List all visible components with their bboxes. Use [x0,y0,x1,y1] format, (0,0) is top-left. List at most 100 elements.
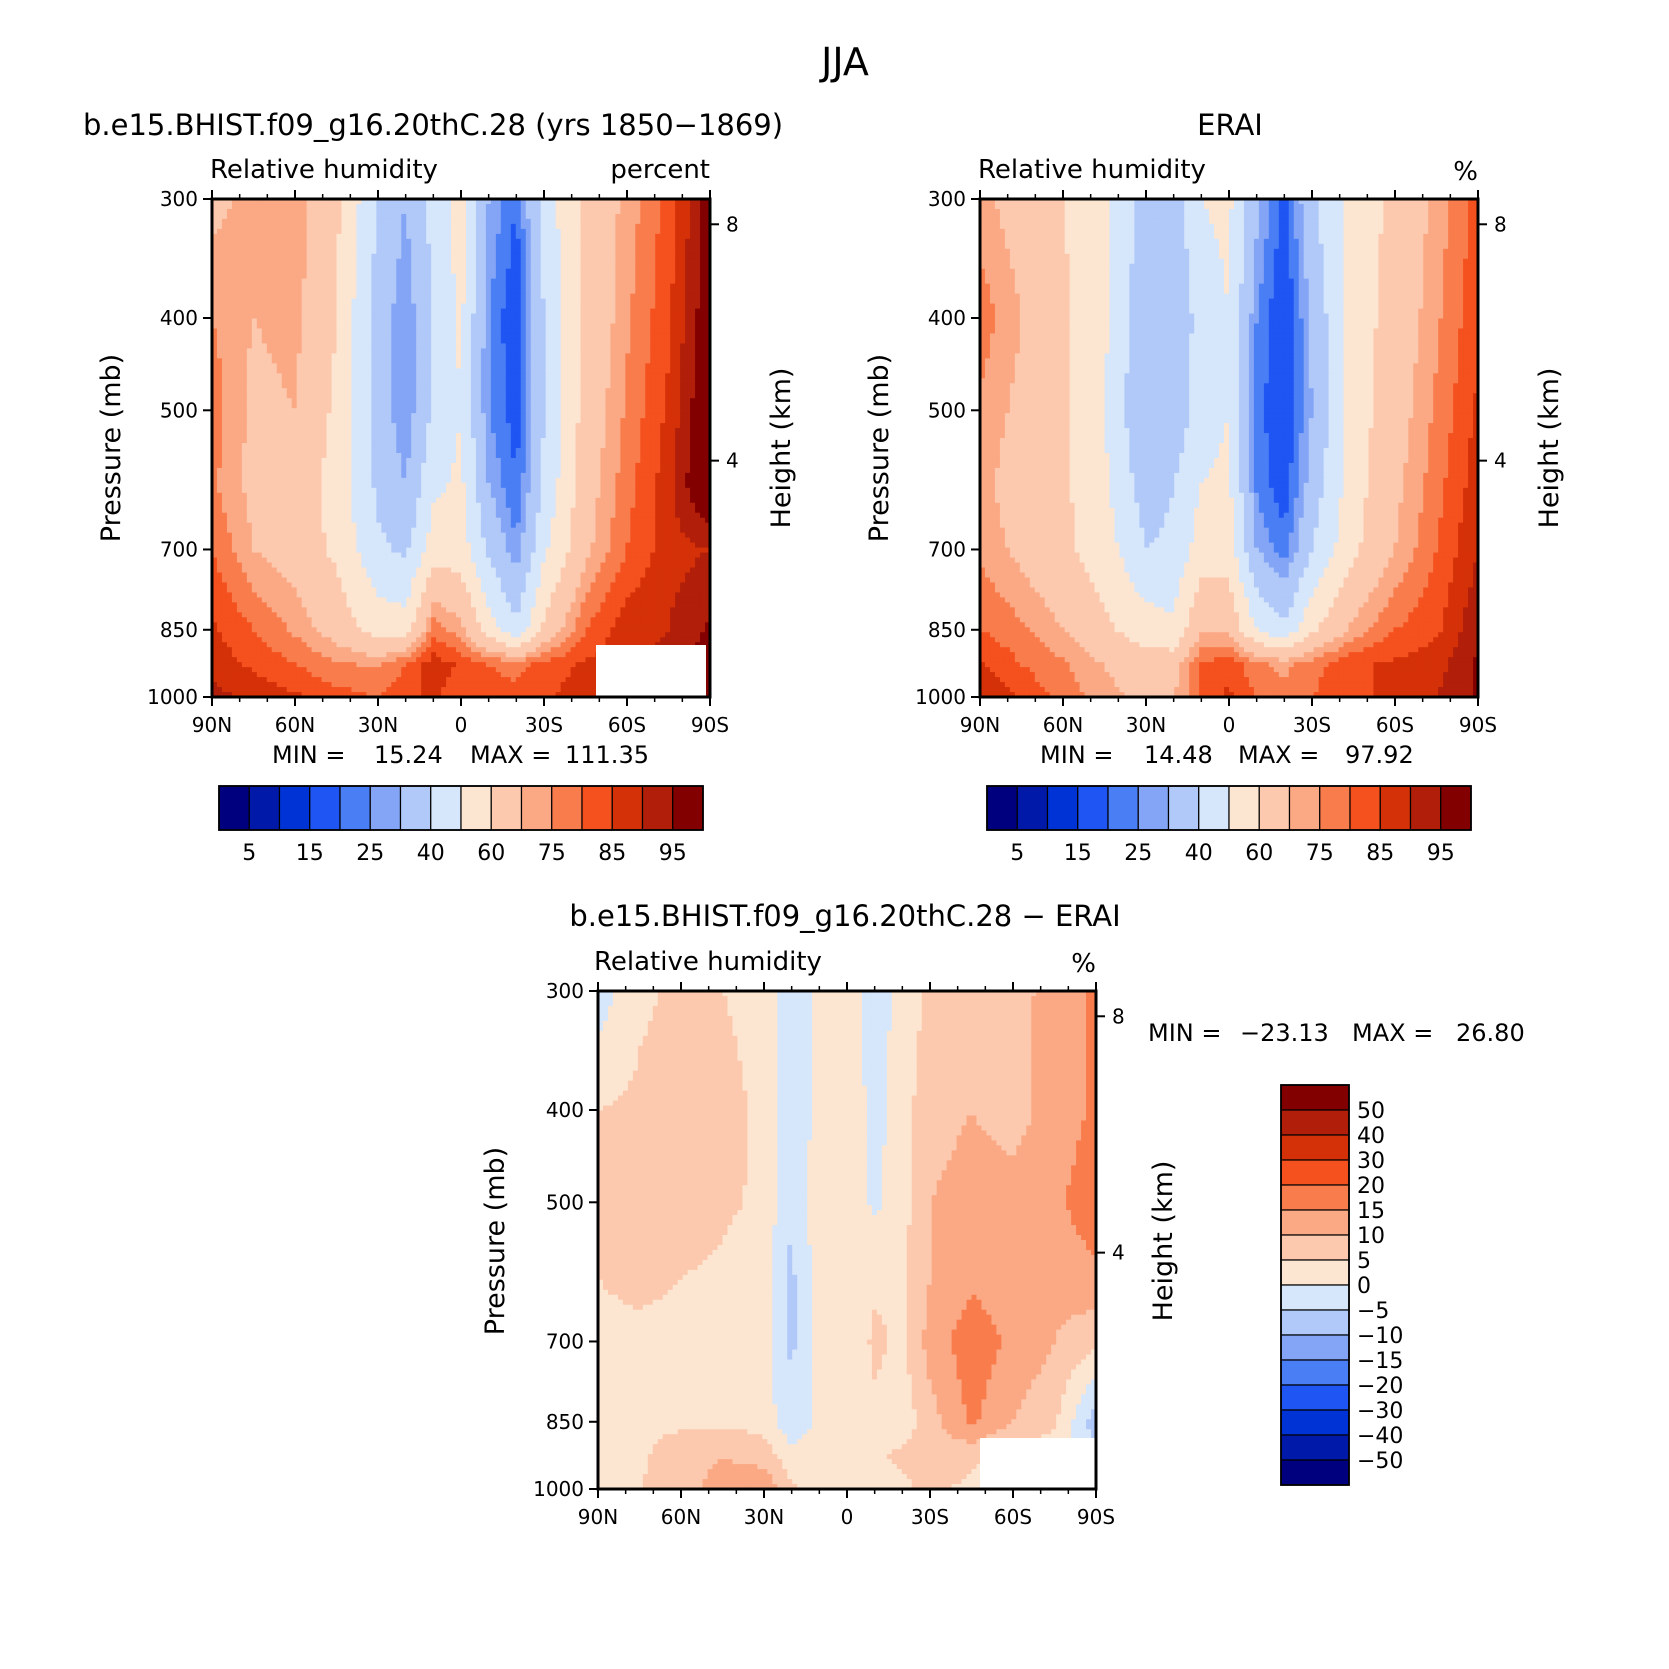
contour-cell [271,383,278,389]
contour-cell [426,223,432,230]
contour-cell [366,413,372,419]
contour-cell [212,378,218,384]
contour-cell [376,398,382,404]
contour-cell [650,243,656,250]
contour-cell [505,423,512,429]
contour-cell [426,303,432,310]
contour-cell [346,418,353,424]
contour-cell [286,428,293,434]
contour-cell [650,353,656,359]
contour-cell [645,233,651,240]
contour-cell [605,428,611,434]
contour-cell [590,298,597,305]
contour-cell [480,403,487,409]
contour-cell [341,393,348,399]
contour-cell [281,348,288,354]
contour-cell [615,403,621,409]
contour-cell [336,218,343,225]
contour-cell [525,268,532,275]
contour-cell [470,248,477,255]
contour-cell [316,223,323,230]
contour-cell [635,378,641,384]
contour-cell [705,313,711,320]
contour-cell [570,208,577,215]
contour-cell [396,443,402,449]
contour-cell [401,298,407,305]
contour-cell [610,348,616,354]
contour-cell [356,398,362,404]
contour-cell [620,413,626,419]
contour-cell [266,213,273,220]
contour-cell [600,383,607,389]
contour-cell [560,413,567,419]
contour-cell [266,303,273,310]
contour-cell [346,303,353,310]
contour-cell [510,433,517,439]
contour-cell [271,403,278,409]
contour-cell [650,283,656,290]
contour-cell [221,228,228,235]
contour-cell [545,363,552,369]
contour-cell [565,428,572,434]
contour-cell [461,228,467,235]
contour-cell [525,203,532,210]
contour-cell [520,433,527,439]
contour-cell [231,208,238,215]
contour-cell [441,418,447,424]
contour-cell [431,338,437,345]
contour-cell [500,208,507,215]
contour-cell [520,223,527,230]
contour-cell [212,258,218,265]
contour-cell [495,358,502,364]
contour-cell [490,308,497,315]
contour-cell [241,433,248,439]
contour-cell [600,398,607,404]
contour-cell [406,423,412,429]
contour-cell [555,298,562,305]
contour-cell [231,213,238,220]
contour-cell [396,363,402,369]
contour-cell [356,228,362,235]
contour-cell [321,208,328,215]
contour-cell [221,263,228,270]
contour-cell [560,433,567,439]
contour-cell [680,398,686,404]
contour-cell [461,383,467,389]
contour-cell [670,253,676,260]
contour-cell [351,348,358,354]
contour-cell [256,253,263,260]
contour-cell [346,288,353,295]
contour-cell [236,303,243,310]
contour-cell [321,263,328,270]
contour-cell [311,348,318,354]
contour-cell [605,303,611,310]
contour-cell [421,313,427,320]
contour-cell [685,328,691,335]
contour-cell [461,248,467,255]
contour-cell [321,383,328,389]
contour-cell [336,333,343,340]
contour-cell [535,318,542,325]
contour-cell [461,283,467,290]
contour-cell [610,423,616,429]
contour-cell [560,199,567,205]
contour-cell [550,293,557,300]
contour-cell [465,408,472,414]
contour-cell [296,358,303,364]
contour-cell [655,248,661,255]
contour-cell [465,413,472,419]
contour-cell [600,223,607,230]
contour-cell [336,328,343,335]
contour-cell [386,408,392,414]
contour-cell [441,323,447,330]
contour-cell [540,283,547,290]
contour-cell [326,358,333,364]
contour-cell [520,263,527,270]
contour-cell [321,343,328,349]
contour-cell [326,199,333,205]
contour-cell [341,248,348,255]
contour-cell [386,213,392,220]
contour-cell [236,288,243,295]
contour-cell [391,418,397,424]
contour-cell [416,298,422,305]
